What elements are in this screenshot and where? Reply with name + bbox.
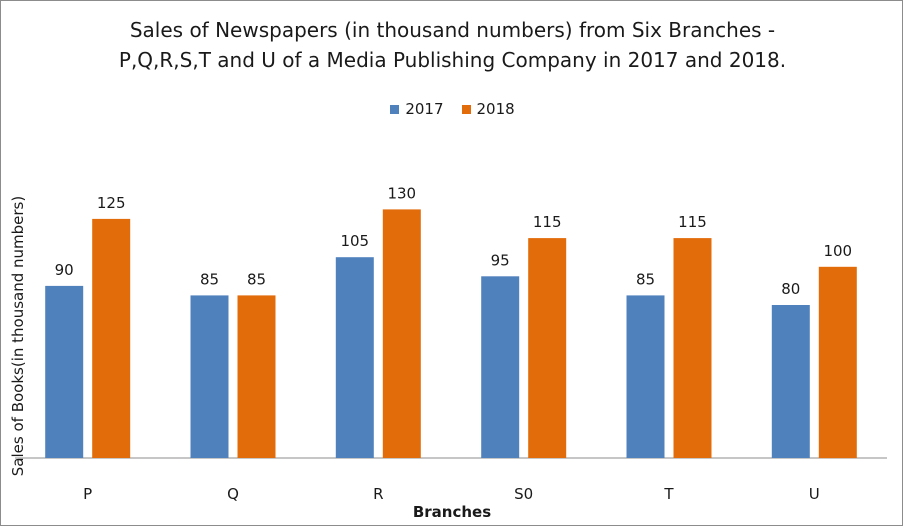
- chart-title: Sales of Newspapers (in thousand numbers…: [1, 15, 902, 75]
- y-axis-title: Sales of Books(in thousand numbers): [9, 196, 27, 476]
- bar-R-2017: [335, 257, 374, 458]
- x-tick-label-S0: S0: [514, 485, 533, 503]
- data-label-U-2017: 80: [781, 280, 800, 298]
- data-label-S0-2017: 95: [491, 251, 510, 269]
- legend: 2017 2018: [1, 99, 902, 119]
- x-tick-label-U: U: [809, 485, 820, 503]
- legend-label-2018: 2018: [476, 100, 515, 118]
- bar-P-2017: [45, 285, 84, 458]
- bar-Q-2017: [190, 295, 229, 458]
- bar-U-2018: [818, 266, 857, 459]
- x-axis-title: Branches: [413, 503, 491, 521]
- x-tick-group: P Q R S0 T U: [83, 485, 820, 503]
- bar-T-2017: [626, 295, 665, 458]
- x-tick-label-T: T: [663, 485, 674, 503]
- data-label-group: 90 125 85 85 105 130 95 115 85 115 80 100: [55, 184, 852, 298]
- data-label-U-2018: 100: [823, 242, 852, 260]
- data-label-T-2017: 85: [636, 270, 655, 288]
- bar-P-2018: [92, 218, 131, 458]
- data-label-R-2018: 130: [387, 184, 416, 202]
- x-tick-label-R: R: [373, 485, 383, 503]
- data-label-Q-2017: 85: [200, 270, 219, 288]
- bar-T-2018: [673, 238, 712, 458]
- legend-swatch-2018: [461, 104, 471, 114]
- data-label-P-2017: 90: [55, 261, 74, 279]
- legend-swatch-2017: [390, 104, 400, 114]
- chart-title-line-2: P,Q,R,S,T and U of a Media Publishing Co…: [118, 48, 787, 72]
- data-label-P-2018: 125: [97, 194, 126, 212]
- legend-label-2017: 2017: [405, 100, 444, 118]
- legend-item-2018: 2018: [461, 99, 515, 119]
- bar-U-2017: [771, 305, 810, 458]
- legend-item-2017: 2017: [390, 99, 444, 119]
- data-label-R-2017: 105: [340, 232, 369, 250]
- x-tick-label-P: P: [83, 485, 92, 503]
- bar-Q-2018: [237, 295, 276, 458]
- bar-S0-2017: [481, 276, 520, 458]
- bar-S0-2018: [528, 238, 567, 458]
- bar-group: [45, 209, 857, 459]
- bar-R-2018: [382, 209, 421, 458]
- data-label-T-2018: 115: [678, 213, 707, 231]
- data-label-S0-2018: 115: [533, 213, 562, 231]
- chart-title-line-1: Sales of Newspapers (in thousand numbers…: [129, 18, 776, 42]
- data-label-Q-2018: 85: [247, 270, 266, 288]
- x-tick-label-Q: Q: [227, 485, 239, 503]
